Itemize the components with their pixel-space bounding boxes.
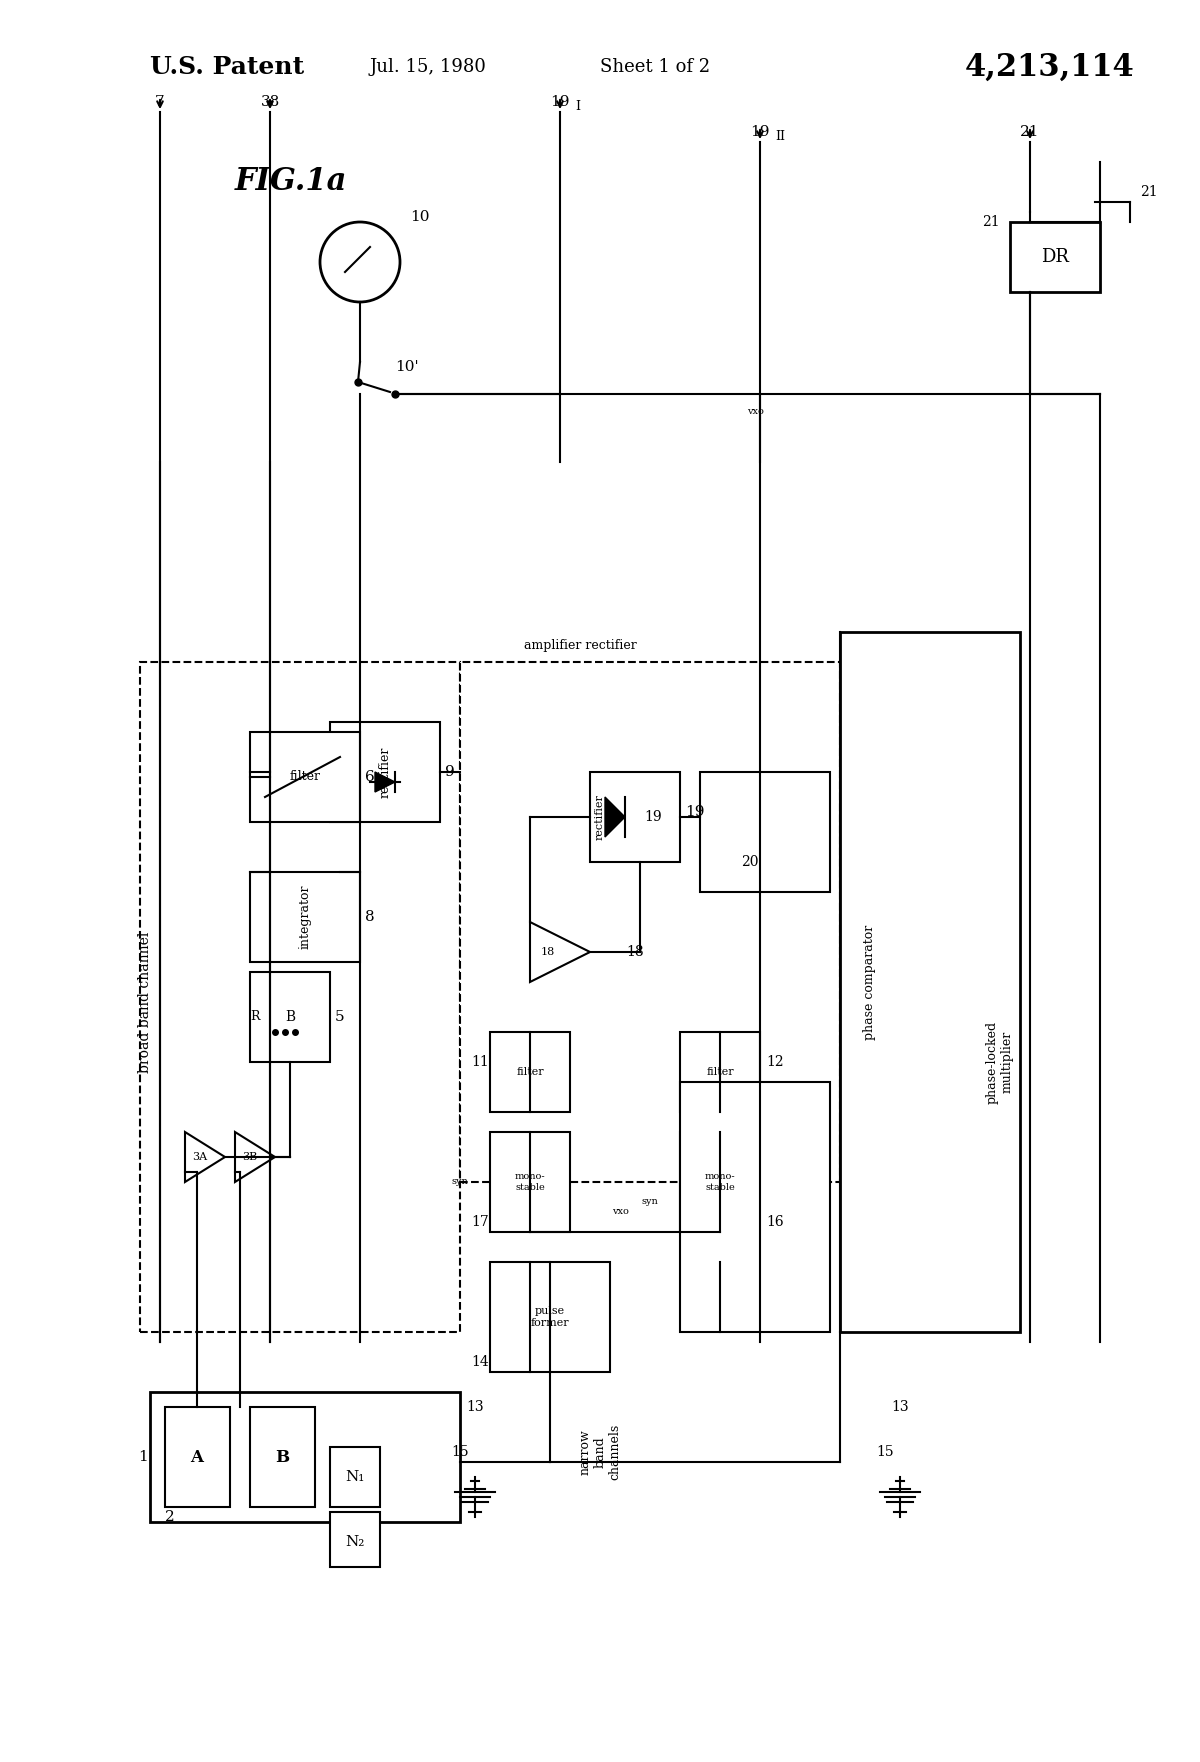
- Text: 17: 17: [472, 1216, 488, 1230]
- Text: R: R: [251, 1010, 259, 1024]
- Text: rectifier: rectifier: [595, 795, 605, 840]
- Text: 18: 18: [541, 946, 556, 957]
- Text: 10': 10': [395, 359, 419, 374]
- Text: 6: 6: [365, 770, 374, 784]
- Text: B: B: [284, 1010, 295, 1024]
- Bar: [590, 772, 680, 862]
- Polygon shape: [605, 796, 625, 837]
- Bar: [680, 1033, 760, 1112]
- Text: vxo: vxo: [746, 407, 763, 416]
- Bar: [250, 973, 330, 1062]
- Bar: [680, 1131, 760, 1232]
- Text: pulse
former: pulse former: [530, 1306, 569, 1329]
- Text: 10: 10: [410, 210, 430, 224]
- Text: 9: 9: [445, 765, 455, 779]
- Text: syn: syn: [451, 1177, 468, 1186]
- Bar: [1010, 222, 1100, 292]
- Text: 19: 19: [551, 95, 570, 109]
- Text: 19: 19: [750, 125, 769, 139]
- Text: 18: 18: [626, 944, 644, 959]
- Bar: [140, 663, 460, 1332]
- Text: 38: 38: [260, 95, 280, 109]
- Bar: [680, 1082, 830, 1332]
- Text: narrow
band
channels: narrow band channels: [578, 1424, 622, 1480]
- Text: 20: 20: [742, 855, 758, 869]
- Text: filter: filter: [706, 1068, 734, 1077]
- Bar: [250, 1408, 314, 1507]
- Text: N₁: N₁: [346, 1470, 365, 1484]
- Text: 11: 11: [472, 1055, 488, 1070]
- Polygon shape: [374, 772, 395, 791]
- Bar: [166, 1408, 230, 1507]
- Text: 21: 21: [1140, 185, 1158, 199]
- Text: Jul. 15, 1980: Jul. 15, 1980: [370, 58, 487, 76]
- Text: U.S. Patent: U.S. Patent: [150, 55, 304, 79]
- Bar: [330, 1447, 380, 1507]
- Text: 13: 13: [466, 1401, 484, 1413]
- Text: 3B: 3B: [242, 1152, 258, 1161]
- Text: DR: DR: [1042, 248, 1069, 266]
- Text: Sheet 1 of 2: Sheet 1 of 2: [600, 58, 710, 76]
- Bar: [490, 1033, 570, 1112]
- Text: I: I: [575, 100, 580, 113]
- Bar: [330, 722, 440, 823]
- Text: phase comparator: phase comparator: [864, 925, 876, 1040]
- Bar: [150, 1392, 460, 1522]
- Text: vxo: vxo: [612, 1207, 629, 1216]
- Text: 14: 14: [472, 1355, 488, 1369]
- Text: integrator: integrator: [299, 885, 312, 950]
- Text: amplifier rectifier: amplifier rectifier: [523, 640, 636, 652]
- Text: 4,213,114: 4,213,114: [965, 51, 1135, 83]
- Text: N₂: N₂: [346, 1535, 365, 1549]
- Text: 5: 5: [335, 1010, 344, 1024]
- Text: 1: 1: [138, 1450, 148, 1464]
- Bar: [250, 731, 360, 823]
- Text: filter: filter: [516, 1068, 544, 1077]
- Bar: [490, 1262, 610, 1373]
- Text: filter: filter: [289, 770, 320, 784]
- Text: 8: 8: [365, 909, 374, 923]
- Text: mono-
stable: mono- stable: [704, 1172, 736, 1191]
- Bar: [250, 872, 360, 962]
- Text: syn: syn: [642, 1198, 659, 1207]
- Text: 21: 21: [1020, 125, 1039, 139]
- Text: 13: 13: [892, 1401, 908, 1413]
- Text: FIG.1a: FIG.1a: [235, 166, 347, 197]
- Text: 15: 15: [876, 1445, 894, 1459]
- Text: 21: 21: [983, 215, 1000, 229]
- Text: B: B: [275, 1448, 289, 1466]
- Bar: [490, 1131, 570, 1232]
- Text: 7: 7: [155, 95, 164, 109]
- Text: phase-locked
multiplier: phase-locked multiplier: [986, 1020, 1014, 1103]
- Text: A: A: [191, 1448, 204, 1466]
- Text: 19: 19: [644, 811, 662, 825]
- Bar: [330, 1512, 380, 1566]
- Bar: [700, 772, 830, 892]
- Text: 3A: 3A: [192, 1152, 208, 1161]
- Text: 2: 2: [166, 1510, 175, 1524]
- Text: II: II: [775, 130, 785, 143]
- Bar: [460, 663, 840, 1182]
- Text: 15: 15: [451, 1445, 469, 1459]
- Text: broad band channel: broad band channel: [138, 932, 152, 1073]
- Text: rectifier: rectifier: [378, 747, 391, 798]
- Text: 16: 16: [766, 1216, 784, 1230]
- Text: 12: 12: [766, 1055, 784, 1070]
- Text: mono-
stable: mono- stable: [515, 1172, 545, 1191]
- Text: 19: 19: [685, 805, 704, 819]
- Bar: [840, 633, 1020, 1332]
